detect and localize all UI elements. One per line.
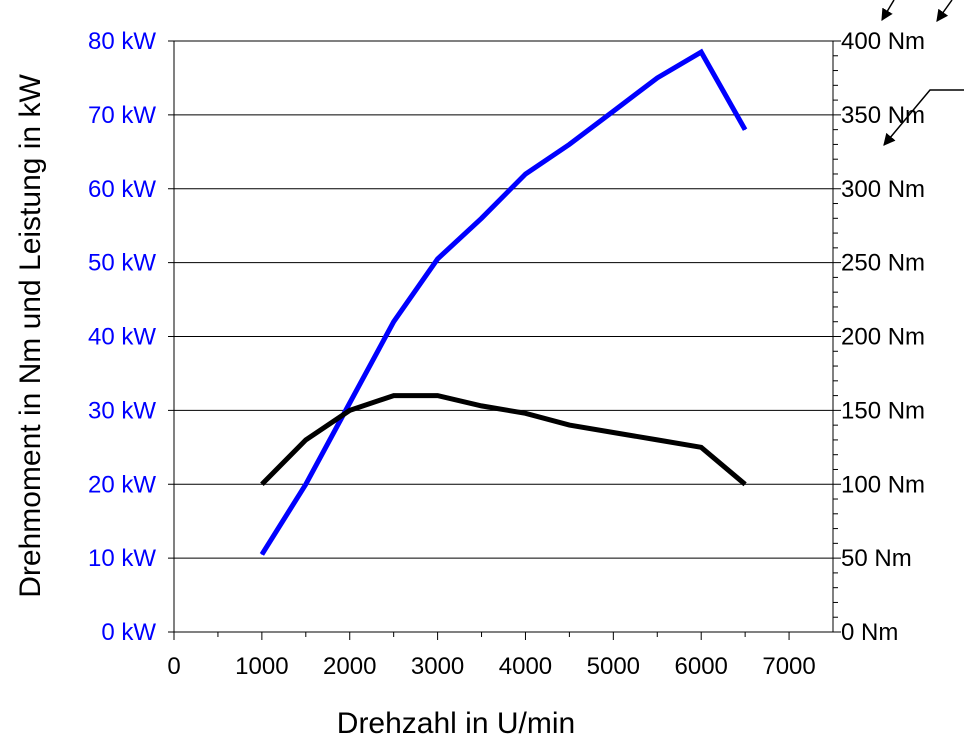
torque-data-point [744,483,746,485]
right-tick-label: 200 Nm [841,324,925,351]
power-data-point [393,321,395,323]
power-data-point [349,402,351,404]
right-y-axis: 0 Nm 50 Nm 100 Nm 150 Nm 200 Nm 250 Nm 300 Nm 3… [833,28,925,646]
arrow-line [936,0,953,22]
x-tick-label: 4000 [499,653,552,680]
power-data-point [744,129,746,131]
x-tick-label: 1000 [235,653,288,680]
left-y-axis: 0 kW 10 kW 20 kW 30 kW 40 kW 50 kW 60 kW 70 kW 8… [88,28,174,646]
gridlines [174,40,833,559]
left-tick-label: 0 kW [101,619,156,646]
torque-data-point [349,409,351,411]
x-tick-label: 0 [167,653,180,680]
torque-data-point [700,446,702,448]
torque-data-point [261,483,263,485]
power-data-point [700,51,702,53]
right-tick-label: 150 Nm [841,397,925,424]
left-tick-label: 20 kW [88,471,156,498]
left-tick-label: 40 kW [88,324,156,351]
x-axis: 0 1000 2000 3000 4000 5000 6000 7000 [167,632,816,680]
left-tick-label: 50 kW [88,250,156,277]
torque-data-point [393,395,395,397]
decorative-arrows [881,0,964,146]
power-data-point [612,110,614,112]
torque-data-point [656,439,658,441]
torque-data-point [568,424,570,426]
power-data-point [524,173,526,175]
right-tick-label: 100 Nm [841,471,925,498]
x-tick-label: 2000 [323,653,376,680]
left-tick-label: 70 kW [88,102,156,129]
torque-data-point [481,405,483,407]
torque-data-point [612,432,614,434]
arrow-line [883,89,964,146]
x-tick-label: 6000 [675,653,728,680]
left-tick-label: 60 kW [88,176,156,203]
y-axis-title: Drehmoment in Nm und Leistung in kW [14,74,47,598]
torque-data-point [305,439,307,441]
right-tick-label: 250 Nm [841,250,925,277]
right-tick-label: 350 Nm [841,102,925,129]
x-tick-label: 3000 [411,653,464,680]
right-tick-label: 400 Nm [841,28,925,55]
series-layer [259,48,748,556]
torque-data-point [524,412,526,414]
x-axis-title: Drehzahl in U/min [337,707,575,740]
x-tick-label: 5000 [587,653,640,680]
power-data-point [481,217,483,219]
right-tick-label: 50 Nm [841,545,912,572]
power-data-point [656,77,658,79]
right-tick-label: 300 Nm [841,176,925,203]
torque-series-line [260,393,747,487]
left-tick-label: 80 kW [88,28,156,55]
torque-data-point [437,395,439,397]
power-data-point [261,553,263,555]
power-data-point [568,143,570,145]
left-tick-label: 30 kW [88,397,156,424]
left-tick-label: 10 kW [88,545,156,572]
power-data-point [305,483,307,485]
power-series-line [259,48,748,556]
x-tick-label: 7000 [762,653,815,680]
arrow-line [881,0,895,22]
right-tick-label: 0 Nm [841,619,898,646]
power-data-point [437,258,439,260]
